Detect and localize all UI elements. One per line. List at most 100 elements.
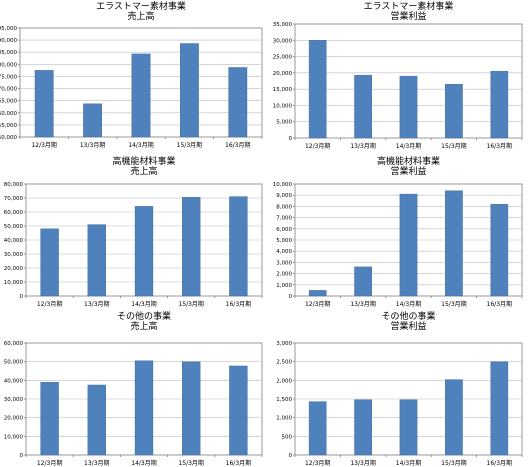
y-tick-label: 20,000 [273,71,293,77]
y-tick-label: 500 [282,434,293,440]
y-tick-label: 175,000 [0,74,17,80]
chart-title: エラストマー素材事業 [364,0,454,12]
y-tick-label: 60,000 [4,341,24,347]
y-tick-label: 10,000 [273,103,293,109]
x-tick-label: 12/3月期 [31,141,56,149]
chart-subtitle: 売上高 [130,320,157,332]
y-tick-label: 190,000 [0,38,17,44]
y-tick-label: 5,000 [276,238,292,244]
bar [40,381,59,456]
x-tick-label: 16/3月期 [226,459,251,467]
bar [354,266,372,297]
x-tick-label: 13/3月期 [84,459,109,467]
x-tick-label: 15/3月期 [178,459,203,467]
bar [445,84,463,139]
y-tick-label: 15,000 [273,87,293,93]
bar [40,228,59,297]
x-tick-label: 15/3月期 [441,300,466,308]
x-tick-label: 14/3月期 [396,459,421,467]
y-tick-label: 2,500 [276,360,292,366]
x-tick-label: 13/3月期 [80,141,105,149]
y-tick-label: 80,000 [4,182,24,188]
bar [228,67,248,138]
chart-title: エラストマー素材事業 [96,0,186,12]
chart-functional-sales: 高機能材料事業 売上高 0 10,000 20,000 30,000 40,000 50,00… [0,155,265,310]
bar [399,75,418,139]
chart-subtitle: 営業利益 [390,10,426,22]
x-tick-label: 13/3月期 [350,300,375,308]
bar [490,361,509,456]
y-tick-label: 195,000 [0,26,17,32]
y-tick-label: 25,000 [273,55,293,61]
chart-subtitle: 売上高 [127,10,154,22]
chart-subtitle: 売上高 [130,165,157,177]
bar [229,196,248,297]
y-tick-label: 30,000 [4,397,24,403]
y-tick-label: 10,000 [4,434,24,440]
x-tick-label: 15/3月期 [177,141,202,149]
bar [182,197,201,297]
y-tick-label: 2,000 [276,378,292,384]
y-tick-label: 165,000 [0,99,17,105]
chart-title: 高機能材料事業 [377,155,440,167]
y-tick-label: 4,000 [276,249,292,255]
y-tick-label: 20,000 [4,266,24,272]
y-tick-label: 160,000 [0,111,17,117]
x-tick-label: 12/3月期 [305,142,330,150]
chart-other-sales: その他の事業 売上高 0 10,000 20,000 30,000 40,000 50,000… [0,310,265,467]
bar [399,399,418,456]
y-tick-label: 30,000 [273,38,293,44]
x-tick-label: 13/3月期 [350,142,375,150]
bar [354,74,372,139]
y-tick-label: 60,000 [4,210,24,216]
x-tick-label: 16/3月期 [487,142,512,150]
y-tick-label: 10,000 [273,182,293,188]
x-tick-label: 16/3月期 [225,141,250,149]
chart-title: その他の事業 [381,310,435,322]
y-tick-label: 0 [289,136,293,142]
bar [490,71,509,139]
x-tick-label: 12/3月期 [37,300,62,308]
x-tick-label: 13/3月期 [84,300,109,308]
y-tick-label: 7,000 [276,216,292,222]
y-tick-label: 150,000 [0,135,17,141]
bar [182,361,201,456]
y-tick-label: 6,000 [276,227,292,233]
y-tick-label: 185,000 [0,50,17,56]
x-tick-label: 15/3月期 [441,142,466,150]
bar [131,53,151,138]
y-tick-label: 0 [20,294,24,300]
chart-title: その他の事業 [117,310,171,322]
y-tick-label: 170,000 [0,87,17,93]
y-tick-label: 9,000 [276,193,292,199]
bar [134,206,154,297]
chart-subtitle: 営業利益 [390,320,426,332]
chart-title: 高機能材料事業 [112,155,175,167]
bar [308,401,327,456]
x-tick-label: 14/3月期 [396,300,421,308]
bar [354,399,372,456]
x-tick-label: 12/3月期 [305,459,330,467]
bar [445,379,463,456]
bar [87,384,106,456]
x-tick-label: 12/3月期 [37,459,62,467]
bar [83,103,102,138]
chart-other-profit: その他の事業 営業利益 0 500 1,000 1,500 2,000 2,500 3,000 1… [265,310,530,467]
x-tick-label: 14/3月期 [128,141,153,149]
y-tick-label: 180,000 [0,62,17,68]
y-tick-label: 2,000 [276,272,292,278]
bar [445,190,463,297]
y-tick-label: 3,000 [276,260,292,266]
y-tick-label: 1,500 [276,397,292,403]
y-tick-label: 30,000 [4,252,24,258]
y-tick-label: 10,000 [4,280,24,286]
y-tick-label: 70,000 [4,196,24,202]
bar [34,70,54,138]
